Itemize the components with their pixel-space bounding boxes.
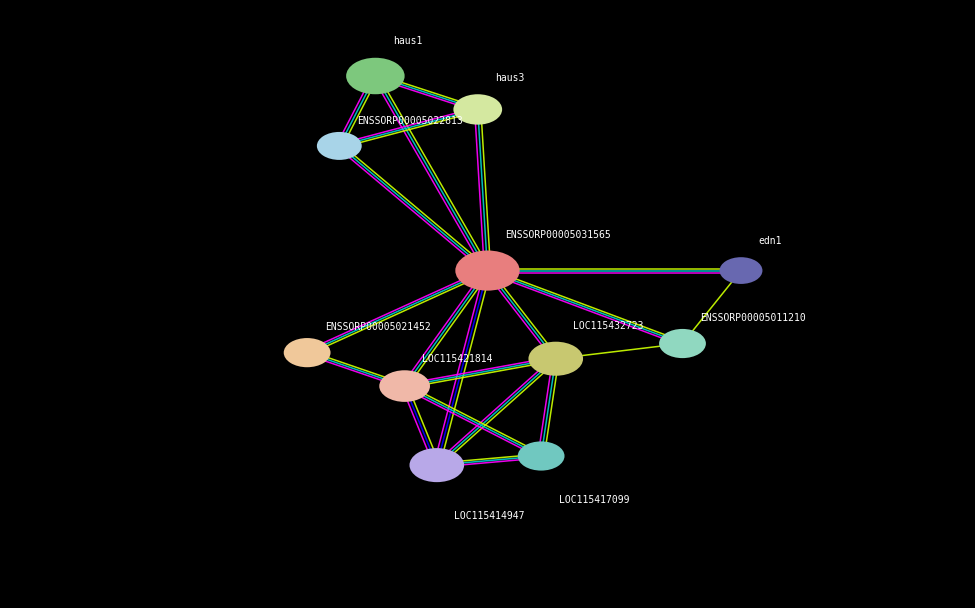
Text: LOC115432723: LOC115432723 [573,321,644,331]
Circle shape [317,132,362,160]
Text: ENSSORP00005021452: ENSSORP00005021452 [325,322,430,332]
Circle shape [410,448,464,482]
Text: edn1: edn1 [759,237,782,246]
Circle shape [528,342,583,376]
Text: LOC115421814: LOC115421814 [422,354,492,364]
Text: ENSSORP00005031565: ENSSORP00005031565 [505,230,610,240]
Circle shape [659,329,706,358]
Circle shape [518,441,565,471]
Circle shape [379,370,430,402]
Text: LOC115414947: LOC115414947 [454,511,525,521]
Circle shape [284,338,331,367]
Circle shape [720,257,762,284]
Circle shape [346,58,405,94]
Text: ENSSORP00005022813: ENSSORP00005022813 [357,116,462,126]
Text: haus3: haus3 [495,74,525,83]
Text: haus1: haus1 [393,36,422,46]
Circle shape [455,250,520,291]
Circle shape [453,94,502,125]
Text: LOC115417099: LOC115417099 [559,495,629,505]
Text: ENSSORP00005011210: ENSSORP00005011210 [700,313,805,323]
